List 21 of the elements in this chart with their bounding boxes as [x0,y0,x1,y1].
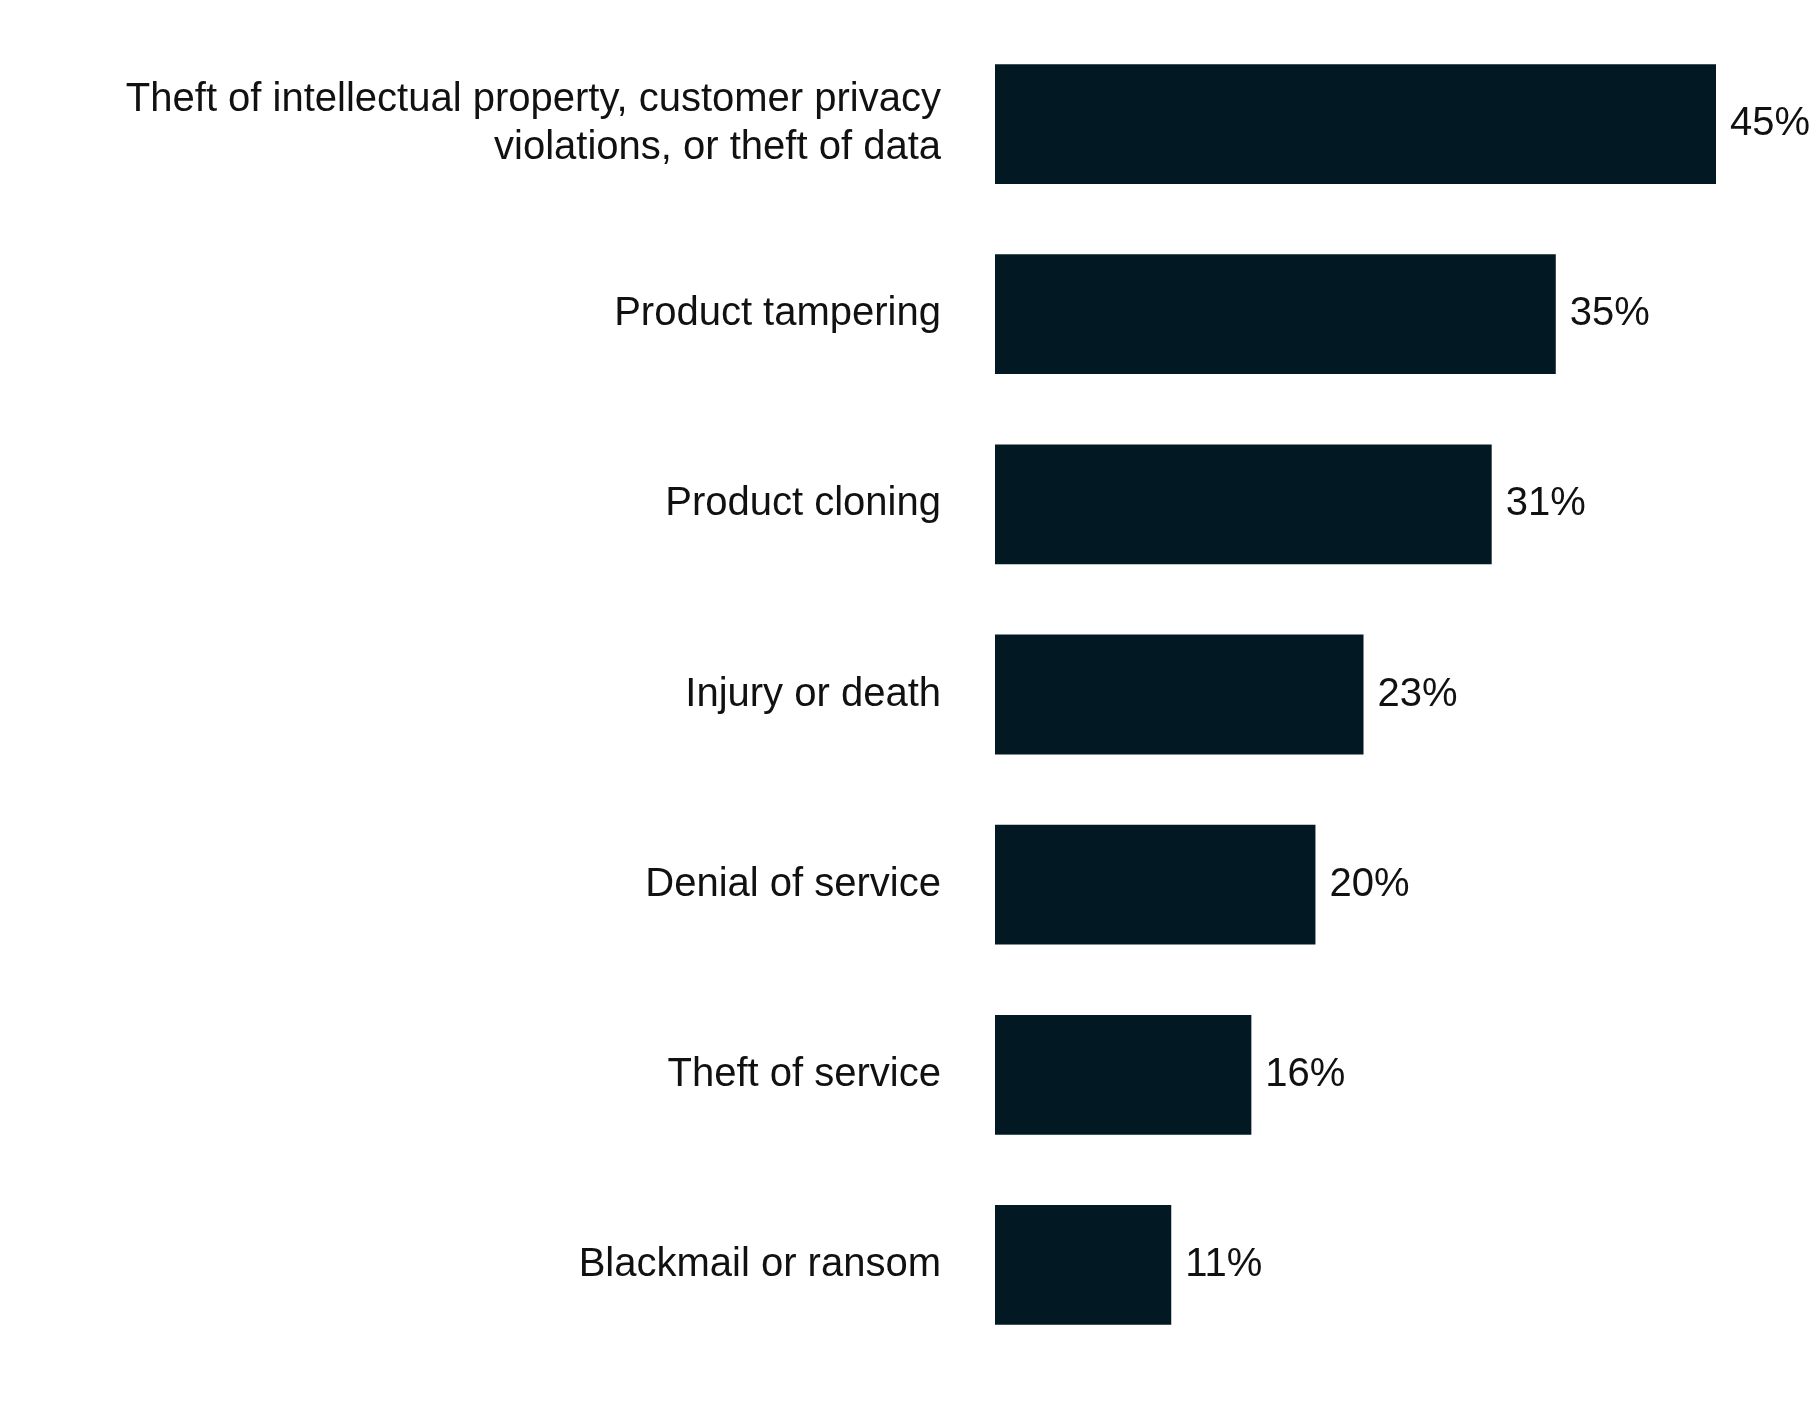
bar [995,254,1556,375]
bar [995,634,1364,755]
bar [995,444,1492,565]
y-tick-label: Injury or death [685,669,941,714]
y-tick-label: Blackmail or ransom [578,1239,941,1284]
data-label: 31% [1505,479,1586,524]
bar [995,824,1316,945]
bar [995,64,1716,184]
data-label: 20% [1329,859,1410,904]
data-label: 16% [1265,1049,1346,1094]
y-tick-label: Product cloning [665,479,941,524]
y-tick-label: Product tampering [614,289,941,334]
y-tick-label: Denial of service [645,859,941,904]
y-tick-label: Theft of intellectual property, customer privacy violations, or theft of data [125,75,942,168]
data-label: 23% [1377,669,1458,714]
bar [995,1014,1252,1135]
data-label: 45% [1730,99,1811,144]
bar [995,1205,1172,1325]
y-tick-label: Theft of service [667,1049,941,1094]
data-label: 11% [1185,1239,1263,1284]
data-label: 35% [1569,289,1650,334]
